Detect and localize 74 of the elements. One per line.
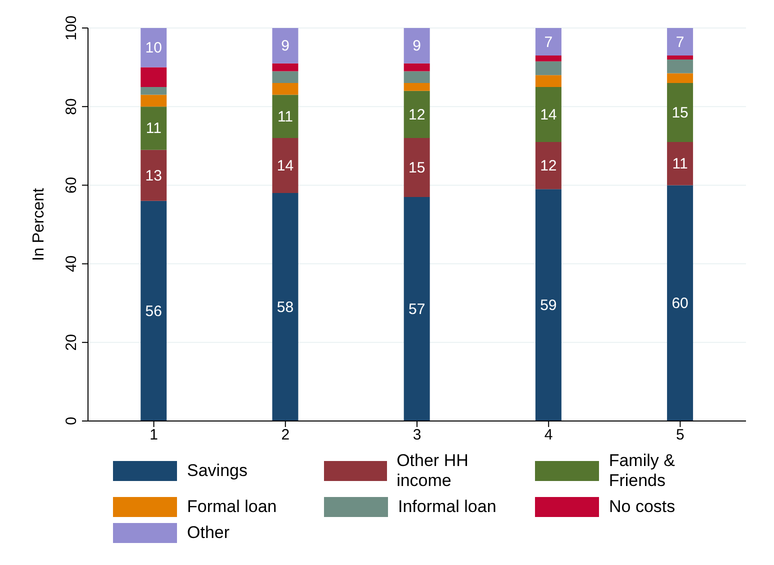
legend-label: Savings	[187, 461, 248, 481]
y-tick-label: 80	[63, 98, 80, 115]
x-tick-label: 2	[281, 426, 290, 444]
legend-label: Other HH income	[396, 451, 470, 491]
bar	[667, 56, 694, 60]
bar	[404, 196, 430, 421]
bar	[535, 142, 562, 190]
bar	[272, 83, 298, 95]
legend-label: Family & Friends	[608, 451, 676, 491]
bar	[535, 61, 562, 76]
y-tick-label: 40	[63, 255, 80, 272]
legend-label: No costs	[609, 497, 676, 517]
legend-label: Informal loan	[398, 497, 496, 517]
bar	[140, 28, 167, 68]
bar	[140, 106, 167, 150]
data-label: 9	[412, 38, 422, 55]
legend-label: Other	[187, 523, 230, 543]
data-label: 14	[276, 158, 294, 175]
bar	[535, 86, 562, 142]
bar	[404, 90, 430, 138]
bar	[272, 71, 298, 84]
y-tick-label: 100	[63, 15, 80, 41]
bar	[140, 150, 167, 201]
bar	[667, 185, 694, 421]
data-label: 7	[676, 34, 684, 51]
bar	[140, 86, 167, 95]
bar	[667, 83, 694, 142]
data-label: 59	[540, 297, 557, 314]
data-label: 12	[540, 158, 557, 175]
data-label: 9	[281, 38, 290, 55]
bar	[535, 189, 562, 421]
data-label: 10	[145, 40, 162, 57]
x-tick-label: 5	[676, 426, 684, 444]
data-label: 56	[145, 302, 162, 320]
data-label: 14	[540, 106, 557, 124]
data-label: 58	[276, 299, 294, 316]
x-tick-label: 1	[150, 426, 158, 444]
bar	[140, 94, 167, 107]
bar	[404, 83, 430, 91]
x-tick-label: 3	[412, 426, 422, 444]
bar	[404, 63, 430, 72]
data-label: 11	[277, 108, 294, 126]
data-label: 13	[145, 167, 162, 184]
bar	[272, 28, 298, 64]
bar	[535, 75, 562, 87]
bar	[667, 73, 694, 84]
bar	[404, 28, 430, 64]
bar	[272, 193, 298, 421]
bar	[667, 59, 694, 74]
y-tick-label: 20	[63, 334, 80, 351]
data-label: 15	[408, 160, 426, 177]
legend-label: Formal loan	[187, 497, 277, 517]
bar	[404, 138, 430, 197]
bar	[140, 67, 167, 87]
bar	[535, 28, 562, 56]
bar	[140, 200, 167, 421]
bar	[272, 138, 298, 194]
data-label: 12	[408, 106, 426, 124]
y-tick-label: 60	[63, 176, 80, 194]
data-label: 57	[408, 300, 426, 318]
data-label: 60	[672, 295, 688, 312]
data-label: 11	[672, 156, 688, 173]
data-label: 11	[146, 120, 162, 138]
bar	[404, 71, 430, 84]
data-label: 15	[672, 104, 688, 122]
y-axis-title: In Percent	[30, 187, 48, 261]
bar	[667, 28, 694, 56]
y-tick-label: 0	[63, 416, 80, 426]
data-label: 7	[544, 34, 553, 51]
bar	[272, 63, 298, 72]
bar	[272, 94, 298, 138]
x-tick-label: 4	[544, 426, 553, 444]
bar	[535, 56, 562, 62]
bar	[667, 142, 694, 186]
